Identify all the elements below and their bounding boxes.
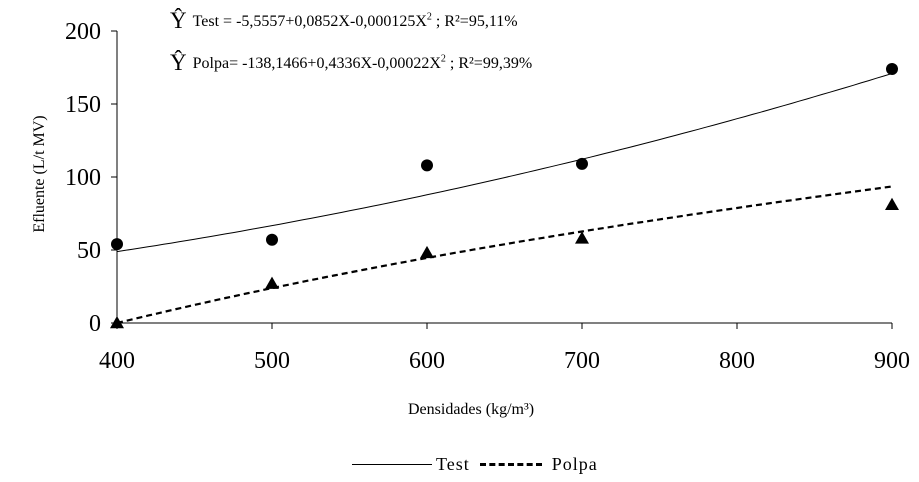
tick-labels: 0 50 100 150 200 400 500 600 700 800 900 bbox=[65, 19, 910, 374]
point-polpa bbox=[110, 316, 124, 329]
equation-test: Ŷ Test = -5,5557+0,0852X-0,000125X2 ; R²=… bbox=[170, 8, 518, 33]
trend-line-test bbox=[116, 73, 893, 253]
legend-label-polpa: Polpa bbox=[551, 454, 598, 474]
axes bbox=[111, 30, 893, 329]
point-test bbox=[576, 157, 588, 170]
y-tick-label: 100 bbox=[65, 165, 101, 191]
y-axis-title: Efluente (L/t MV) bbox=[31, 115, 48, 233]
x-tick-label: 900 bbox=[874, 348, 910, 374]
x-tick-label: 700 bbox=[564, 348, 600, 374]
y-tick-label: 200 bbox=[65, 19, 101, 45]
legend-swatch-test bbox=[352, 464, 432, 465]
x-axis-title: Densidades (kg/m³) bbox=[408, 401, 535, 418]
x-tick-label: 800 bbox=[719, 348, 755, 374]
legend-swatch-polpa bbox=[479, 463, 542, 466]
point-test bbox=[266, 233, 278, 246]
trend-lines bbox=[116, 73, 893, 325]
point-polpa bbox=[420, 245, 434, 259]
legend: Test Polpa bbox=[352, 454, 598, 475]
equation-polpa: Ŷ Polpa= -138,1466+0,4336X-0,00022X2 ; R²… bbox=[170, 50, 533, 75]
x-tick-label: 400 bbox=[99, 348, 135, 374]
legend-label-test: Test bbox=[436, 454, 470, 474]
y-tick-label: 0 bbox=[89, 311, 101, 337]
equation-test-text: Test = -5,5557+0,0852X-0,000125X bbox=[192, 13, 427, 30]
point-test bbox=[111, 238, 123, 251]
yhat-symbol: Ŷ bbox=[170, 8, 187, 33]
point-polpa bbox=[885, 197, 899, 210]
trend-line-polpa bbox=[116, 185, 893, 325]
point-test bbox=[421, 159, 433, 172]
yhat-symbol: Ŷ bbox=[170, 50, 187, 75]
y-tick-label: 50 bbox=[77, 238, 101, 264]
data-markers bbox=[110, 62, 899, 329]
equation-polpa-r2: ; R²=99,39% bbox=[449, 55, 533, 72]
x-tick-label: 600 bbox=[409, 348, 445, 374]
equation-polpa-text: Polpa= -138,1466+0,4336X-0,00022X bbox=[192, 55, 441, 72]
point-polpa bbox=[575, 231, 589, 244]
point-polpa bbox=[265, 276, 279, 289]
y-tick-label: 150 bbox=[65, 92, 101, 118]
point-test bbox=[886, 62, 898, 75]
equation-test-r2: ; R²=95,11% bbox=[435, 13, 518, 30]
x-tick-label: 500 bbox=[254, 348, 290, 374]
